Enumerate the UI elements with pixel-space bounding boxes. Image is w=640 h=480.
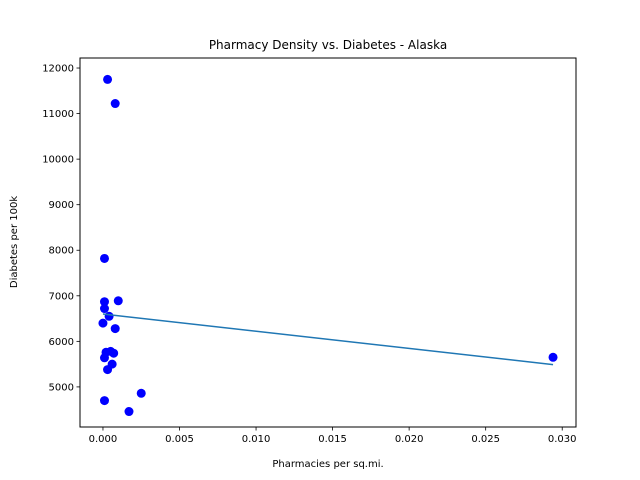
y-tick-label: 9000 (49, 200, 74, 211)
data-point-14 (103, 365, 113, 375)
y-tick-label: 7000 (49, 291, 74, 302)
data-point-2 (99, 253, 109, 263)
regression-line (102, 313, 554, 366)
data-point-11 (109, 348, 119, 358)
x-axis-label: Pharmacies per sq.mi. (272, 459, 383, 470)
data-point-12 (99, 353, 109, 363)
x-tick-label: 0.015 (318, 434, 347, 445)
x-tick-label: 0.010 (242, 434, 271, 445)
x-tick-label: 0.005 (165, 434, 194, 445)
plot-area (98, 74, 558, 417)
y-axis-label: Diabetes per 100k (9, 196, 20, 288)
x-tick-label: 0.020 (395, 434, 424, 445)
y-tick-label: 11000 (42, 109, 74, 120)
y-tick-label: 5000 (49, 382, 74, 393)
y-tick-label: 12000 (42, 64, 74, 75)
data-point-5 (99, 304, 109, 314)
data-point-4 (113, 296, 123, 306)
y-tick-label: 10000 (42, 155, 74, 166)
data-point-17 (124, 407, 134, 417)
chart-title: Pharmacy Density vs. Diabetes - Alaska (209, 38, 447, 52)
data-point-6 (104, 311, 114, 321)
data-point-15 (136, 388, 146, 398)
data-point-18 (548, 352, 558, 362)
axes-frame (79, 57, 577, 428)
data-point-8 (110, 324, 120, 334)
y-axis: 5000 6000 7000 8000 9000 10000 11000 12000 (42, 64, 80, 393)
x-axis: 0.000 0.005 0.010 0.015 0.020 0.025 0.030 (89, 427, 577, 445)
x-tick-label: 0.030 (548, 434, 577, 445)
data-point-1 (110, 99, 120, 109)
y-tick-label: 6000 (49, 337, 74, 348)
data-point-3 (99, 297, 109, 307)
data-point-0 (103, 74, 113, 84)
y-tick-label: 8000 (49, 246, 74, 257)
data-point-16 (99, 396, 109, 406)
x-tick-label: 0.025 (471, 434, 500, 445)
x-tick-label: 0.000 (89, 434, 118, 445)
data-point-7 (98, 318, 108, 328)
